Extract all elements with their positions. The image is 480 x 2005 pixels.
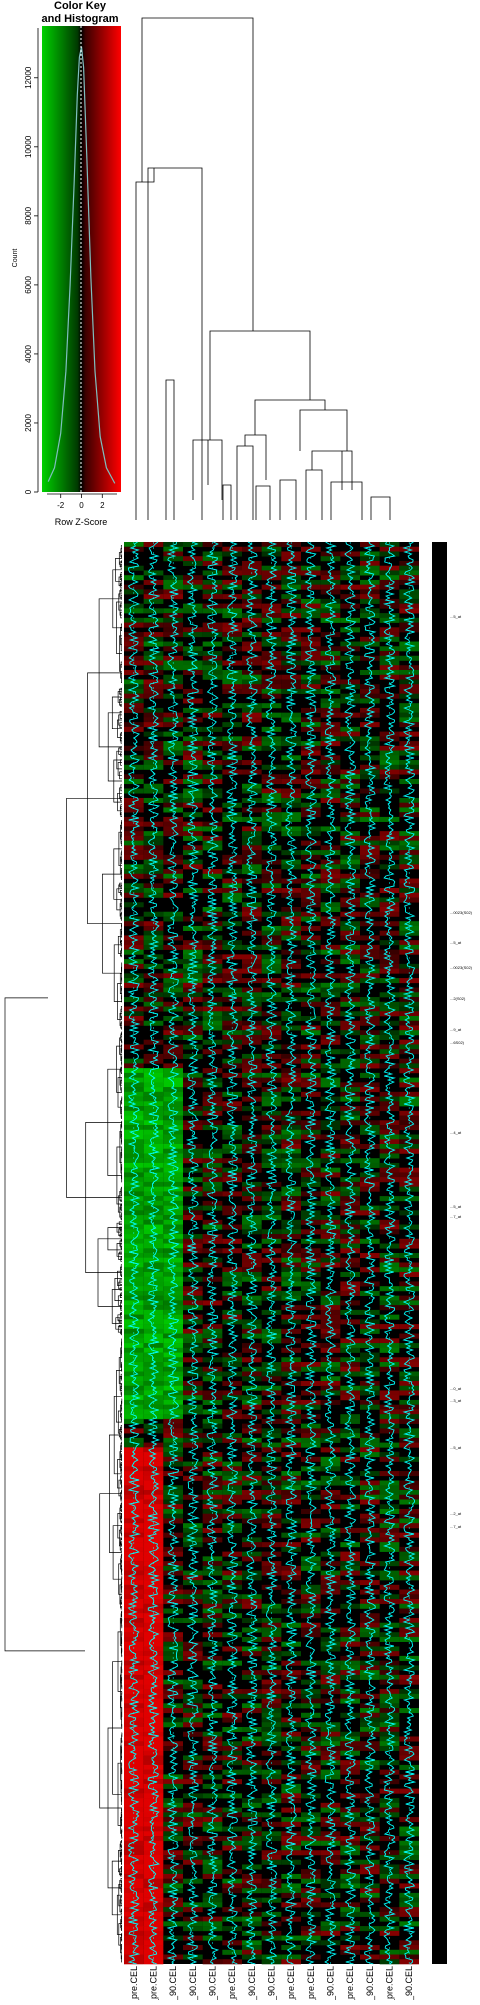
column-label: 0_pre.CEL	[227, 1966, 237, 2000]
row-label: ...9_at	[450, 1027, 462, 1032]
color-key: -2 0 2 0 2000 4000 6000 8000 10000 12000 Row Z-S…	[12, 26, 121, 527]
histogram-y-tick-label: 12000	[24, 66, 33, 89]
column-dendrogram	[136, 18, 390, 520]
column-label: 3_pre.CEL	[149, 1966, 159, 2000]
column-label: 4_pre.CEL	[345, 1966, 355, 2000]
color-key-title-line-2: and Histogram	[35, 13, 125, 26]
column-label: 1_90.CEL	[267, 1966, 277, 2000]
row-label: ...7_at	[450, 1214, 462, 1219]
column-label: 7_pre.CEL	[286, 1966, 296, 2000]
row-label: ...5_at	[450, 940, 462, 945]
column-labels: 1_pre.CEL 3_pre.CEL 7_90.CEL 3_90.CEL 0_90.C…	[129, 1966, 414, 2000]
row-label: ...5_at	[450, 614, 462, 619]
row-label: ...0023(S02)	[450, 965, 473, 970]
histogram-y-ticks: 0 2000 4000 6000 8000 10000 12000	[24, 66, 38, 494]
histogram-x-tick-label: 0	[79, 501, 84, 510]
histogram-x-tick-label: 2	[100, 501, 105, 510]
row-label: ...2_at	[450, 1511, 462, 1516]
histogram-y-tick-label: 8000	[24, 206, 33, 224]
row-dendrogram-branch	[100, 1494, 122, 1808]
row-dendrogram	[5, 546, 122, 1962]
row-label: ...4_at	[450, 1130, 462, 1135]
row-label: ...5_at	[450, 1445, 462, 1450]
row-label-overlap	[432, 542, 447, 1964]
row-label: ...5_at	[450, 1204, 462, 1209]
column-label: 7_90.CEL	[168, 1966, 178, 2000]
column-label: 3_pre.CEL	[306, 1966, 316, 2000]
histogram-y-tick-label: 4000	[24, 344, 33, 362]
column-label: 4_90.CEL	[326, 1966, 336, 2000]
row-label: ...6S02)	[450, 1040, 465, 1045]
column-label: 0_pre.CEL	[385, 1966, 395, 2000]
column-label: 0_90.CEL	[208, 1966, 218, 2000]
column-label: 8_90.CEL	[365, 1966, 375, 2000]
row-label: ...3_at	[450, 1398, 462, 1403]
histogram-x-tick-label: -2	[57, 501, 65, 510]
histogram-y-tick-label: 6000	[24, 275, 33, 293]
color-key-title: Color Key and Histogram	[35, 0, 125, 26]
histogram-y-tick-label: 0	[24, 489, 33, 494]
column-label: 3_90.CEL	[188, 1966, 198, 2000]
column-label: 3_90.CEL	[247, 1966, 257, 2000]
row-label: ...0023(S02)	[450, 910, 473, 915]
heatmap	[124, 542, 419, 1964]
histogram-y-tick-label: 10000	[24, 135, 33, 158]
row-label: ...0_at	[450, 1386, 462, 1391]
row-label: ...2(S02)	[450, 996, 466, 1001]
color-key-title-line-1: Color Key	[35, 0, 125, 13]
histogram-y-tick-label: 2000	[24, 414, 33, 432]
row-label: ...7_at	[450, 1524, 462, 1529]
column-label: 0_90.CEL	[404, 1966, 414, 2000]
histogram-y-label: Count	[12, 249, 19, 268]
row-labels: ...5_at ...0023(S02) ...5_at ...0023(S02)..…	[432, 542, 473, 1964]
row-dendrogram-root	[5, 998, 85, 1651]
column-label: 1_pre.CEL	[129, 1966, 139, 2000]
histogram-x-ticks: -2 0 2	[57, 494, 105, 510]
histogram-x-label: Row Z-Score	[55, 517, 108, 527]
